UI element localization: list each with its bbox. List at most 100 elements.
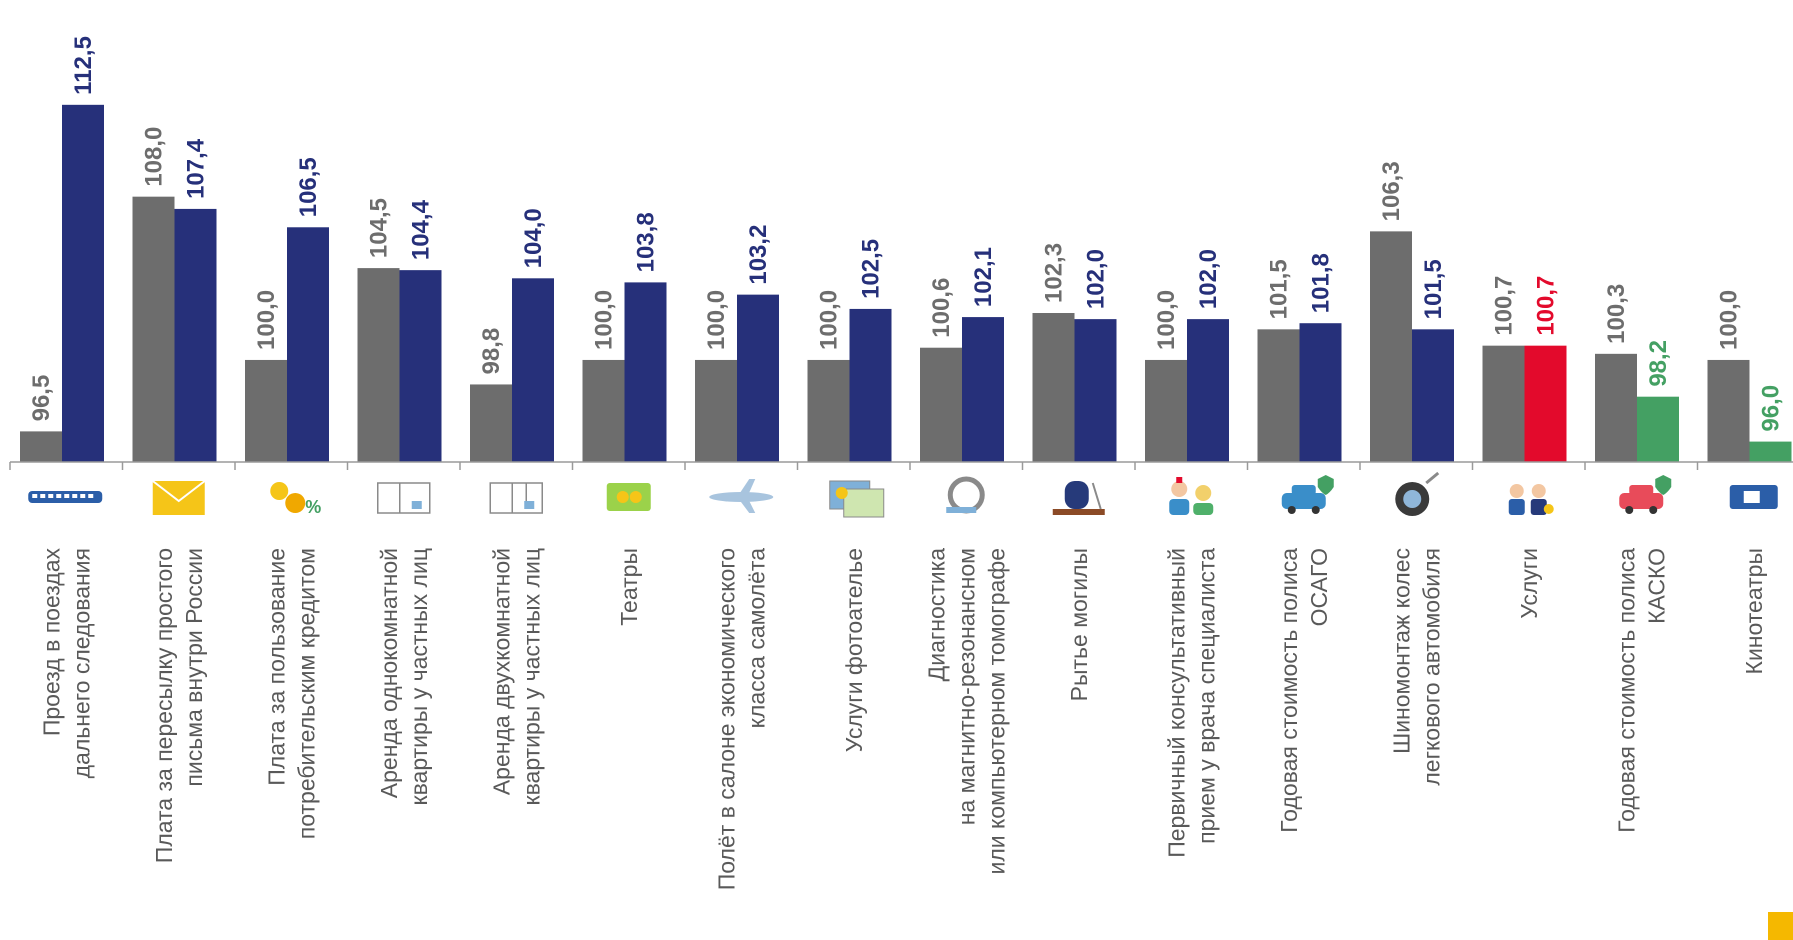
value-label-gray: 104,5 — [366, 198, 393, 258]
bar-gray — [132, 196, 175, 462]
category-label: Рытье могилы — [1066, 548, 1092, 701]
value-label-blue: 102,5 — [858, 239, 885, 299]
category-label: КАСКО — [1643, 548, 1669, 624]
category-label: класса самолёта — [743, 548, 769, 729]
bar-green — [1749, 441, 1792, 462]
bar-gray — [1707, 359, 1750, 462]
category-label: или компьютерном томографе — [983, 548, 1009, 875]
category-icons-group: % — [28, 471, 1778, 518]
bar-green — [1637, 396, 1679, 462]
bar-blue — [287, 227, 329, 462]
value-label-blue: 112,5 — [70, 36, 97, 95]
value-label-gray: 100,0 — [703, 290, 730, 350]
category-label: Диагностика — [923, 548, 949, 682]
value-label-gray: 98,8 — [478, 328, 505, 375]
value-label-gray: 100,0 — [591, 290, 618, 350]
cinema-ticket-icon — [1729, 485, 1778, 509]
category-label: на магнитно-резонансном — [953, 548, 979, 825]
category-label: Годовая стоимость полиса — [1613, 548, 1639, 833]
bar-blue — [737, 294, 779, 462]
category-label: Полёт в салоне экономического — [713, 548, 739, 890]
tire-wrench-icon — [1395, 471, 1440, 516]
bar-blue — [962, 317, 1004, 462]
value-label-blue: 103,2 — [745, 225, 772, 285]
car-casco-shield-icon — [1619, 475, 1672, 514]
value-label-gray: 100,0 — [253, 290, 280, 350]
bar-blue — [512, 278, 554, 462]
value-label-blue: 102,1 — [970, 247, 997, 307]
photo-prints-icon — [829, 480, 885, 518]
bar-gray — [470, 384, 512, 462]
bar-red — [1524, 345, 1567, 462]
corner-accent-mark — [1768, 912, 1793, 940]
category-label: потребительским кредитом — [293, 548, 319, 839]
bar-gray — [1595, 353, 1637, 462]
value-label-gray: 100,6 — [928, 278, 955, 338]
category-label: квартиры у частных лиц — [406, 548, 432, 805]
bar-blue — [624, 282, 667, 462]
category-label: Кинотеатры — [1741, 548, 1767, 674]
bar-gray — [357, 268, 400, 462]
x-axis — [9, 461, 1793, 470]
car-insurance-shield-icon — [1281, 475, 1334, 514]
value-label-gray: 100,0 — [1153, 290, 1180, 350]
value-label-blue: 107,4 — [183, 138, 210, 199]
value-label-gray: 100,3 — [1603, 284, 1630, 344]
category-label: Первичный консультативный — [1163, 548, 1189, 858]
doctors-icon — [1169, 477, 1214, 515]
bar-blue — [849, 308, 892, 462]
category-labels-group: Проезд в поездах дальнего следования Плата… — [38, 548, 1767, 891]
bar-gray — [20, 431, 62, 462]
bar-blue — [62, 104, 104, 463]
category-label: Проезд в поездах — [38, 548, 64, 737]
category-label: квартиры у частных лиц — [518, 548, 544, 805]
value-label-gray: 100,7 — [1491, 276, 1518, 336]
bar-blue — [174, 208, 217, 462]
value-label-gray: 102,3 — [1041, 243, 1068, 303]
bars-group — [20, 104, 1792, 463]
category-label: Аренда двухкомнатной — [488, 548, 514, 795]
value-label-gray: 108,0 — [141, 127, 168, 187]
value-label-blue: 102,0 — [1195, 249, 1222, 309]
bar-gray — [582, 359, 625, 462]
value-label-red: 100,7 — [1533, 276, 1560, 336]
bar-gray — [1482, 345, 1525, 462]
category-label: Услуги фотоателье — [841, 548, 867, 752]
category-label: письма внутри России — [181, 548, 207, 787]
category-label: Театры — [616, 548, 642, 626]
bar-blue — [399, 270, 442, 462]
value-label-gray: 100,0 — [816, 290, 843, 350]
bar-gray — [1370, 231, 1412, 462]
category-label: Услуги — [1516, 548, 1542, 619]
value-label-gray: 106,3 — [1378, 161, 1405, 221]
one-room-apartment-icon — [377, 482, 431, 514]
value-label-blue: 106,5 — [295, 157, 322, 217]
theater-ticket-icon — [606, 483, 651, 511]
value-label-green: 98,2 — [1645, 340, 1672, 387]
category-label: Плата за пересылку простого — [151, 548, 177, 863]
value-label-gray: 96,5 — [28, 375, 55, 422]
value-label-blue: 101,8 — [1308, 253, 1335, 313]
coins-percent-icon: % — [270, 482, 321, 517]
category-label: прием у врача специалиста — [1193, 548, 1219, 844]
bar-blue — [1074, 319, 1117, 462]
category-label: Шиномонтаж колес — [1388, 548, 1414, 754]
category-label: легкового автомобиля — [1418, 548, 1444, 786]
category-label: Годовая стоимость полиса — [1276, 548, 1302, 833]
value-label-gray: 100,0 — [1716, 290, 1743, 350]
value-label-blue: 102,0 — [1083, 249, 1110, 309]
airplane-icon — [709, 479, 774, 513]
value-label-blue: 104,0 — [520, 208, 547, 268]
value-label-green: 96,0 — [1758, 385, 1785, 432]
bar-gray — [1257, 329, 1300, 462]
value-labels-group: 96,5 112,5 108,0 107,4 100,0 106,5 104,5 104,4 9… — [28, 36, 1785, 432]
two-room-apartment-icon — [489, 482, 543, 514]
service-workers-icon — [1508, 484, 1554, 515]
category-label: ОСАГО — [1306, 548, 1332, 626]
value-label-gray: 101,5 — [1266, 259, 1293, 319]
bar-gray — [807, 359, 850, 462]
bar-gray — [920, 347, 962, 462]
value-label-blue: 103,8 — [633, 212, 660, 272]
bar-blue — [1187, 319, 1229, 462]
